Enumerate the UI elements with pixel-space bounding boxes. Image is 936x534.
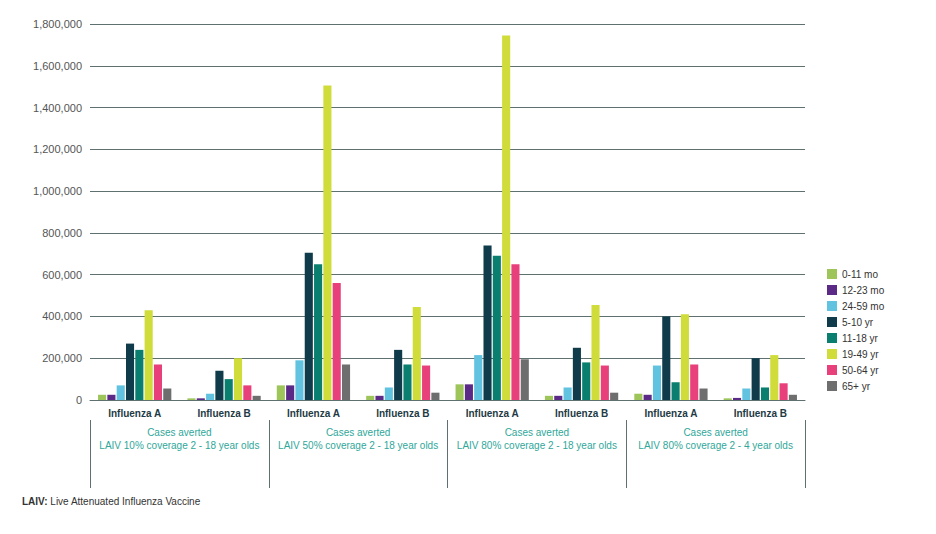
- svg-text:Influenza A: Influenza A: [108, 408, 161, 419]
- svg-text:Influenza B: Influenza B: [734, 408, 787, 419]
- svg-text:LAIV:: LAIV:: [22, 496, 48, 507]
- svg-text:LAIV 80% coverage 2 - 4 year o: LAIV 80% coverage 2 - 4 year olds: [638, 440, 793, 451]
- svg-text:Influenza B: Influenza B: [376, 408, 429, 419]
- svg-text:800,000: 800,000: [42, 227, 82, 239]
- svg-text:Influenza A: Influenza A: [287, 408, 340, 419]
- svg-text:0-11 mo: 0-11 mo: [842, 269, 878, 280]
- svg-text:19-49 yr: 19-49 yr: [842, 349, 879, 360]
- svg-text:Cases averted: Cases averted: [326, 427, 390, 438]
- svg-text:65+ yr: 65+ yr: [842, 381, 871, 392]
- svg-text:Cases averted: Cases averted: [505, 427, 569, 438]
- svg-text:LAIV 10% coverage 2 - 18 year: LAIV 10% coverage 2 - 18 year olds: [99, 440, 259, 451]
- svg-text:1,200,000: 1,200,000: [33, 143, 82, 155]
- svg-text:Influenza A: Influenza A: [466, 408, 519, 419]
- svg-text:5-10 yr: 5-10 yr: [842, 317, 874, 328]
- svg-text:12-23 mo: 12-23 mo: [842, 285, 885, 296]
- svg-text:400,000: 400,000: [42, 310, 82, 322]
- svg-text:600,000: 600,000: [42, 269, 82, 281]
- svg-text:24-59 mo: 24-59 mo: [842, 301, 885, 312]
- svg-text:Cases averted: Cases averted: [147, 427, 211, 438]
- svg-text:Influenza A: Influenza A: [644, 408, 697, 419]
- svg-text:0: 0: [76, 394, 82, 406]
- svg-text:200,000: 200,000: [42, 352, 82, 364]
- svg-text:Influenza B: Influenza B: [555, 408, 608, 419]
- svg-text:11-18 yr: 11-18 yr: [842, 333, 879, 344]
- svg-text:1,000,000: 1,000,000: [33, 185, 82, 197]
- svg-text:Influenza B: Influenza B: [197, 408, 250, 419]
- svg-text:LAIV 80% coverage 2 - 18 year: LAIV 80% coverage 2 - 18 year olds: [457, 440, 617, 451]
- svg-text:1,600,000: 1,600,000: [33, 60, 82, 72]
- svg-text:LAIV 50% coverage 2 - 18 year: LAIV 50% coverage 2 - 18 year olds: [278, 440, 438, 451]
- svg-text:50-64 yr: 50-64 yr: [842, 365, 879, 376]
- svg-text:1,800,000: 1,800,000: [33, 18, 82, 30]
- svg-text:Live Attenuated Influenza Vacc: Live Attenuated Influenza Vaccine: [48, 496, 201, 507]
- svg-text:Cases averted: Cases averted: [683, 427, 747, 438]
- svg-text:1,400,000: 1,400,000: [33, 102, 82, 114]
